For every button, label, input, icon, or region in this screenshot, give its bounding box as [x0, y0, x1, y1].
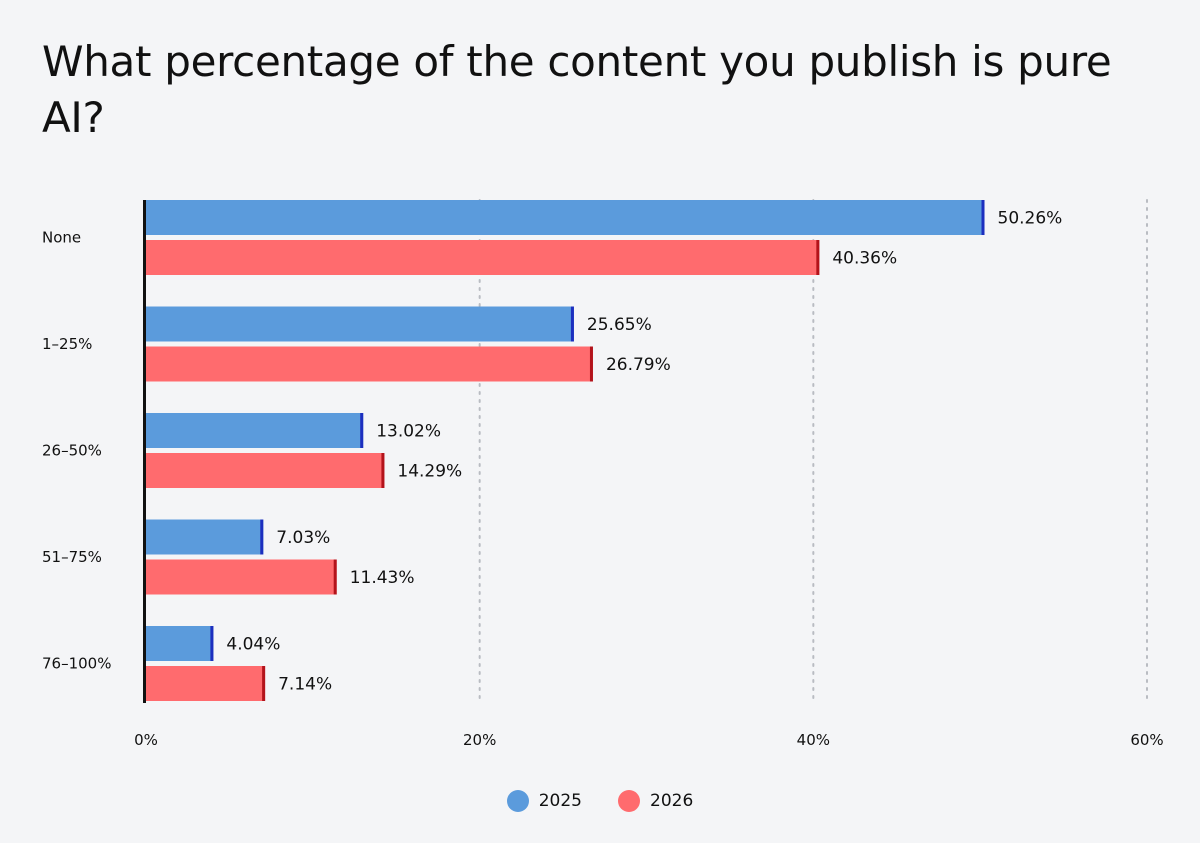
chart-title: What percentage of the content you publi…	[42, 37, 1112, 142]
bar-2026	[146, 453, 385, 488]
bar-end-marker	[262, 666, 266, 701]
bars	[146, 200, 985, 701]
bar-2026	[146, 559, 337, 595]
value-label: 11.43%	[350, 568, 415, 588]
bar-2025	[146, 626, 214, 661]
legend-item-2025: 2025	[506, 790, 582, 812]
category-label: 26–50%	[42, 442, 102, 460]
bar-end-marker	[816, 240, 820, 275]
x-tick-label: 40%	[797, 731, 830, 749]
bar-end-marker	[360, 413, 364, 448]
value-label: 14.29%	[397, 462, 462, 482]
x-axis-ticks: 0% 20% 40% 60%	[134, 731, 1164, 749]
x-tick-label: 20%	[463, 731, 496, 749]
value-label: 4.04%	[226, 635, 280, 655]
bar-2025	[146, 306, 574, 342]
value-label: 7.03%	[276, 528, 330, 548]
value-labels: 50.26% 40.36% 25.65% 26.79% 13.02% 14.29% 7.03…	[226, 209, 1062, 695]
bar-2025	[146, 413, 364, 448]
value-label: 13.02%	[376, 422, 441, 442]
bar-end-marker	[381, 453, 385, 488]
legend: 2025 2026	[0, 790, 1200, 812]
legend-label-2026: 2026	[650, 791, 694, 811]
category-label: 1–25%	[42, 335, 92, 353]
legend-item-2026: 2026	[618, 790, 693, 812]
legend-label-2025: 2025	[538, 791, 582, 811]
x-tick-label: 60%	[1130, 731, 1163, 749]
legend-swatch-2026	[618, 790, 640, 812]
bar-end-marker	[589, 346, 593, 382]
category-label: None	[42, 229, 81, 247]
x-tick-label: 0%	[134, 731, 158, 749]
category-label: 51–75%	[42, 548, 102, 566]
value-label: 26.79%	[606, 355, 671, 375]
gridlines	[478, 199, 1148, 704]
bar-chart: 50.26% 40.36% 25.65% 26.79% 13.02% 14.29% 7.03…	[42, 199, 1164, 749]
bar-2026	[146, 346, 593, 382]
bar-2025	[146, 519, 264, 555]
bar-2025	[146, 200, 985, 235]
value-label: 50.26%	[998, 209, 1063, 229]
bar-end-marker	[260, 519, 264, 555]
bar-end-marker	[333, 559, 337, 595]
legend-swatch-2025	[506, 790, 529, 812]
value-label: 25.65%	[587, 315, 652, 335]
category-label: 76–100%	[42, 655, 111, 673]
category-labels: None 1–25% 26–50% 51–75% 76–100%	[42, 229, 111, 673]
bar-2026	[146, 666, 266, 701]
bar-2026	[146, 240, 820, 275]
bar-end-marker	[981, 200, 985, 235]
bar-end-marker	[210, 626, 214, 661]
value-label: 40.36%	[832, 249, 897, 269]
bar-end-marker	[570, 306, 574, 342]
value-label: 7.14%	[278, 675, 332, 695]
